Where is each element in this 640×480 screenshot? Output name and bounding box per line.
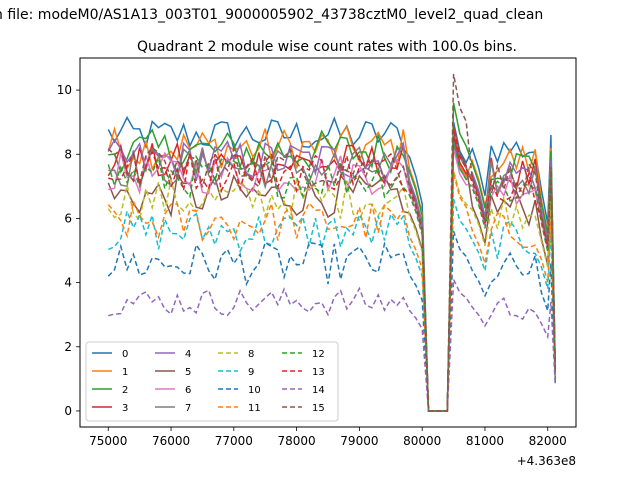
y-tick-label: 2: [64, 340, 72, 354]
x-tick-label: 76000: [152, 434, 190, 448]
series-line-12: [107, 141, 557, 412]
legend-label-9: 9: [248, 367, 254, 378]
y-axis: 0 2 4 6 8 10: [57, 83, 80, 418]
y-tick-label: 6: [64, 211, 72, 225]
legend-label-5: 5: [185, 367, 191, 378]
x-tick-label: 82000: [529, 434, 567, 448]
series-line-9: [107, 198, 557, 412]
y-tick-label: 0: [64, 404, 72, 418]
x-axis: 75000 76000 77000 78000 79000 80000 81000 82000: [89, 427, 567, 448]
legend-label-15: 15: [312, 403, 325, 414]
legend-label-13: 13: [312, 367, 325, 378]
legend-label-14: 14: [312, 385, 325, 396]
x-tick-label: 77000: [215, 434, 253, 448]
series-lines: [107, 73, 557, 412]
series-line-11: [107, 173, 557, 412]
series-line-15: [107, 73, 557, 412]
series-line-10: [107, 231, 557, 412]
legend-label-10: 10: [248, 385, 261, 396]
plot-frame: [79, 57, 577, 428]
x-tick-label: 81000: [466, 434, 504, 448]
x-offset-label: +4.363e8: [517, 454, 576, 468]
legend-label-1: 1: [122, 367, 128, 378]
y-tick-label: 4: [64, 276, 72, 290]
chart-title: Quadrant 2 module wise count rates with …: [137, 39, 517, 55]
y-tick-label: 10: [57, 83, 72, 97]
legend-label-11: 11: [248, 403, 261, 414]
legend-label-6: 6: [185, 385, 191, 396]
series-line-13: [108, 128, 557, 412]
legend-label-0: 0: [122, 349, 128, 360]
legend-label-7: 7: [185, 403, 191, 414]
legend-label-3: 3: [122, 403, 128, 414]
series-line-0: [107, 115, 557, 412]
series-line-14: [108, 279, 557, 412]
series-line-8: [107, 170, 557, 412]
x-tick-label: 78000: [278, 434, 316, 448]
x-tick-label: 80000: [403, 434, 441, 448]
legend-box: [85, 341, 339, 422]
legend-label-12: 12: [312, 349, 325, 360]
legend-label-4: 4: [185, 349, 191, 360]
x-tick-label: 79000: [340, 434, 378, 448]
y-tick-label: 8: [64, 147, 72, 161]
legend-label-2: 2: [122, 385, 128, 396]
suptitle: n file: modeM0/AS1A13_003T01_9000005902_…: [0, 7, 543, 23]
legend-label-8: 8: [248, 349, 254, 360]
x-tick-label: 75000: [89, 434, 127, 448]
